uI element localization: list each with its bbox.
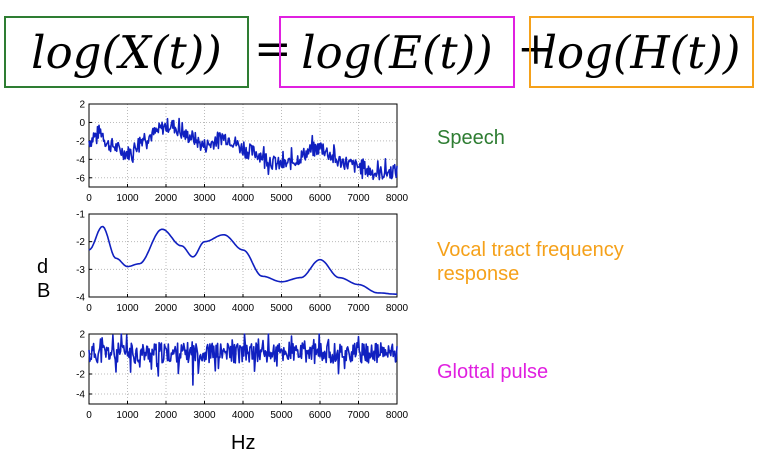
y-tick-label: -3	[76, 265, 85, 276]
y-axis-label-b: B	[37, 280, 51, 302]
x-tick-label: 3000	[193, 410, 216, 421]
plus-sign: +	[517, 22, 555, 75]
series-line-speech	[88, 117, 398, 181]
x-tick-label: 6000	[309, 410, 332, 421]
y-axis-label-d: d	[37, 256, 49, 278]
x-tick-label: 3000	[193, 193, 216, 204]
vocal-tract-label-line2: response	[437, 263, 520, 285]
y-tick-label: -2	[76, 136, 85, 147]
y-tick-label: 2	[79, 100, 85, 111]
x-tick-label: 1000	[116, 193, 139, 204]
x-tick-label: 6000	[309, 303, 332, 314]
y-tick-label: -2	[76, 370, 85, 381]
y-tick-label: 2	[79, 330, 85, 341]
x-tick-label: 8000	[386, 193, 409, 204]
x-tick-label: 7000	[347, 410, 370, 421]
x-tick-label: 6000	[309, 193, 332, 204]
y-tick-label: -4	[76, 390, 85, 401]
x-axis-label: Hz	[231, 432, 256, 454]
x-tick-label: 0	[86, 193, 92, 204]
x-tick-label: 1000	[116, 410, 139, 421]
x-tick-label: 8000	[386, 410, 409, 421]
x-tick-label: 2000	[155, 193, 178, 204]
y-tick-label: -2	[76, 237, 85, 248]
glottal-label: Glottal pulse	[437, 361, 549, 383]
equation-term-glottal: log(H(t))	[529, 16, 754, 88]
x-tick-label: 5000	[270, 193, 293, 204]
series-line-vocal-tract	[88, 225, 397, 296]
vocal-tract-label-line1: Vocal tract frequency	[437, 239, 624, 261]
speech-label: Speech	[437, 127, 505, 149]
y-tick-label: 0	[79, 350, 85, 361]
equation-term-speech: log(X(t))	[4, 16, 249, 88]
x-tick-label: 7000	[347, 193, 370, 204]
x-tick-label: 0	[86, 410, 92, 421]
y-tick-label: -4	[76, 293, 85, 304]
x-tick-label: 3000	[193, 303, 216, 314]
x-tick-label: 8000	[386, 303, 409, 314]
y-tick-label: -1	[76, 210, 85, 221]
x-tick-label: 1000	[116, 303, 139, 314]
x-tick-label: 2000	[155, 303, 178, 314]
x-tick-label: 7000	[347, 303, 370, 314]
x-tick-label: 5000	[270, 303, 293, 314]
x-tick-label: 4000	[232, 193, 255, 204]
x-tick-label: 4000	[232, 303, 255, 314]
x-tick-label: 0	[86, 303, 92, 314]
y-tick-label: -6	[76, 173, 85, 184]
x-tick-label: 2000	[155, 410, 178, 421]
series-line-glottal	[88, 333, 398, 386]
y-tick-label: 0	[79, 118, 85, 129]
equals-sign: =	[254, 22, 292, 75]
y-tick-label: -4	[76, 155, 85, 166]
equation-term-vocal-tract: log(E(t))	[279, 16, 515, 88]
x-tick-label: 5000	[270, 410, 293, 421]
x-tick-label: 4000	[232, 410, 255, 421]
